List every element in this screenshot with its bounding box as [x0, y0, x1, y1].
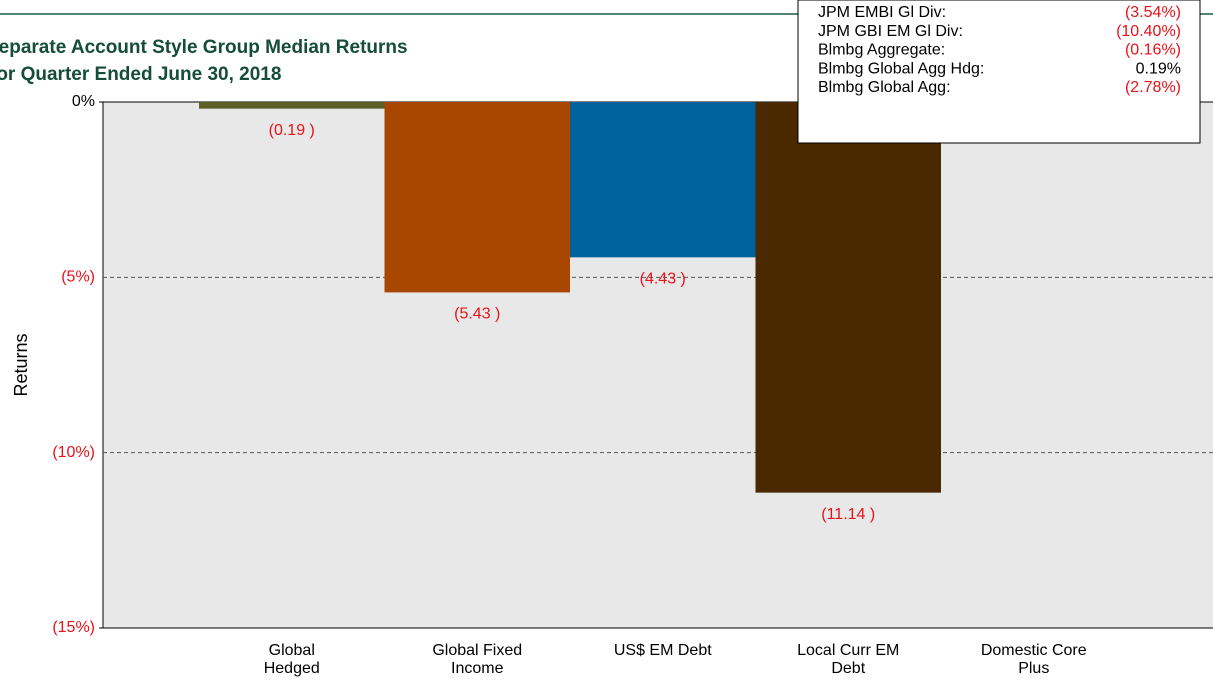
- benchmark-name: Blmbg Global Agg:: [818, 79, 951, 96]
- benchmark-value: (10.40%): [1116, 23, 1181, 40]
- bar: [199, 102, 385, 109]
- bar: [384, 102, 570, 293]
- x-tick-label: Global Fixed Income: [432, 642, 522, 677]
- chart-title: Separate Account Style Group Median Retu…: [0, 37, 408, 58]
- benchmark-value: (3.54%): [1125, 4, 1181, 21]
- bar: [755, 102, 941, 493]
- y-tick-label: 0%: [72, 93, 95, 110]
- benchmark-name: JPM GBI EM Gl Div:: [818, 23, 963, 40]
- y-tick-label: (15%): [52, 619, 95, 636]
- x-tick-label: US$ EM Debt: [614, 642, 712, 659]
- x-tick-label: Domestic Core Plus: [981, 642, 1087, 677]
- x-tick-label: Global Hedged: [264, 642, 320, 677]
- value-label: (11.14 ): [821, 506, 875, 523]
- value-label: (0.19 ): [269, 122, 315, 139]
- benchmark-name: Blmbg Global Agg Hdg:: [818, 60, 984, 77]
- benchmark-name: Blmbg Aggregate:: [818, 42, 945, 59]
- value-label: (4.43 ): [640, 271, 686, 288]
- x-tick-label: Local Curr EM Debt: [797, 642, 899, 677]
- benchmark-box: [797, 0, 1201, 144]
- benchmark-value: (0.16%): [1125, 42, 1181, 59]
- benchmark-value: 0.19%: [1136, 60, 1181, 77]
- benchmark-name: JPM EMBI Gl Div:: [818, 4, 946, 21]
- y-tick-label: (10%): [52, 444, 95, 461]
- value-label: (5.43 ): [454, 306, 500, 323]
- benchmark-value: (2.78%): [1125, 79, 1181, 96]
- bar: [570, 102, 756, 258]
- y-axis-label: Returns: [11, 333, 31, 396]
- y-tick-label: (5%): [61, 269, 95, 286]
- chart-subtitle: for Quarter Ended June 30, 2018: [0, 64, 281, 85]
